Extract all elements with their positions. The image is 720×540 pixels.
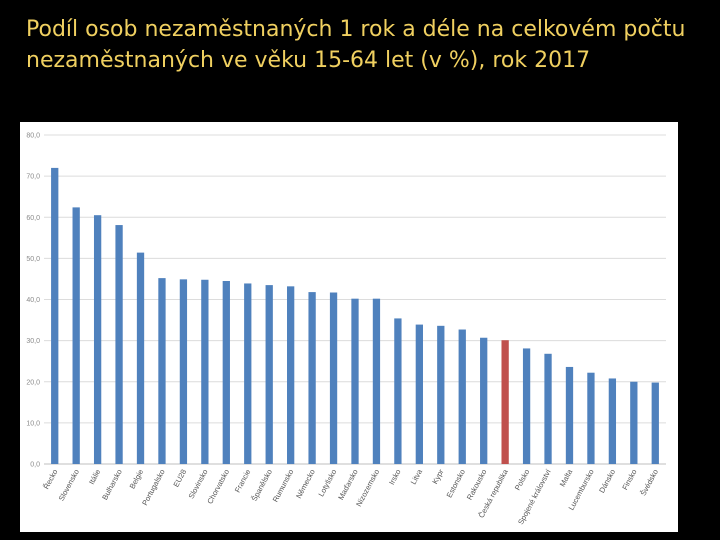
x-tick-label: Malta bbox=[558, 467, 575, 488]
bar bbox=[394, 318, 402, 464]
x-tick-label: Finsko bbox=[620, 468, 638, 492]
y-axis-ticks: 0,0 10,0 20,0 30,0 40,0 50,0 60,0 70,0 80,0 bbox=[26, 133, 40, 469]
bar bbox=[329, 292, 338, 464]
x-tick-label: Litva bbox=[409, 467, 425, 486]
x-tick-label: Bulharsko bbox=[100, 468, 124, 502]
bar-chart: 0,0 10,0 20,0 30,0 40,0 50,0 60,0 70,0 80,0 Řeck… bbox=[26, 133, 666, 526]
bar bbox=[179, 279, 188, 464]
bar bbox=[287, 286, 295, 464]
x-tick-label: Lotyšsko bbox=[316, 468, 338, 498]
x-tick-label: Belgie bbox=[128, 468, 146, 491]
y-tick-label: 10,0 bbox=[26, 420, 40, 427]
bars bbox=[51, 167, 659, 464]
bar bbox=[501, 340, 509, 464]
x-tick-label: Polsko bbox=[513, 468, 532, 492]
bar bbox=[265, 285, 273, 464]
bar bbox=[565, 366, 574, 464]
y-tick-label: 40,0 bbox=[26, 297, 40, 304]
y-tick-label: 80,0 bbox=[26, 133, 40, 140]
bar bbox=[522, 348, 531, 464]
y-tick-label: 50,0 bbox=[26, 256, 40, 263]
bar bbox=[458, 329, 466, 464]
x-tick-label: Dánsko bbox=[597, 468, 617, 495]
bar bbox=[308, 292, 316, 464]
bar bbox=[651, 382, 659, 464]
x-tick-label: Španělsko bbox=[250, 468, 274, 503]
bar bbox=[72, 207, 80, 464]
chart-area: 0,0 10,0 20,0 30,0 40,0 50,0 60,0 70,0 80,0 Řeck… bbox=[20, 122, 678, 532]
y-tick-label: 20,0 bbox=[26, 379, 40, 386]
y-tick-label: 70,0 bbox=[26, 174, 40, 181]
y-tick-label: 30,0 bbox=[26, 338, 40, 345]
x-tick-label: Rakousko bbox=[465, 468, 489, 502]
x-tick-label: Kypr bbox=[430, 467, 445, 485]
x-tick-label: Německo bbox=[294, 468, 317, 500]
bar bbox=[201, 279, 209, 464]
x-tick-label: Slovinsko bbox=[187, 468, 210, 501]
x-tick-label: Francie bbox=[233, 468, 253, 494]
x-tick-label: Švédsko bbox=[639, 468, 660, 498]
bar bbox=[158, 278, 166, 464]
x-tick-label: Řecko bbox=[42, 468, 60, 491]
bar bbox=[372, 298, 381, 464]
bar bbox=[51, 167, 59, 464]
x-tick-label: Chorvatsko bbox=[205, 468, 231, 506]
bar bbox=[351, 298, 359, 464]
bar bbox=[587, 372, 595, 464]
bar bbox=[608, 378, 617, 464]
x-tick-label: Rumunsko bbox=[271, 468, 296, 504]
y-tick-label: 0,0 bbox=[30, 462, 40, 469]
slide-title: Podíl osob nezaměstnaných 1 rok a déle n… bbox=[26, 17, 686, 73]
bar bbox=[136, 252, 145, 464]
y-tick-label: 60,0 bbox=[26, 215, 40, 222]
bar bbox=[244, 283, 252, 464]
x-tick-label: Slovensko bbox=[57, 468, 81, 503]
bar bbox=[630, 381, 638, 464]
bar bbox=[415, 324, 423, 464]
x-tick-label: Itálie bbox=[87, 468, 102, 486]
bar bbox=[93, 215, 102, 464]
x-tick-label: Estonsko bbox=[445, 468, 467, 499]
x-tick-label: Maďarsko bbox=[336, 468, 360, 502]
bar bbox=[115, 225, 123, 464]
bar bbox=[544, 353, 552, 464]
bar bbox=[480, 337, 488, 464]
bar bbox=[222, 280, 230, 464]
x-tick-label: EU28 bbox=[171, 468, 188, 489]
x-tick-label: Irsko bbox=[387, 468, 403, 487]
bar bbox=[437, 325, 445, 464]
